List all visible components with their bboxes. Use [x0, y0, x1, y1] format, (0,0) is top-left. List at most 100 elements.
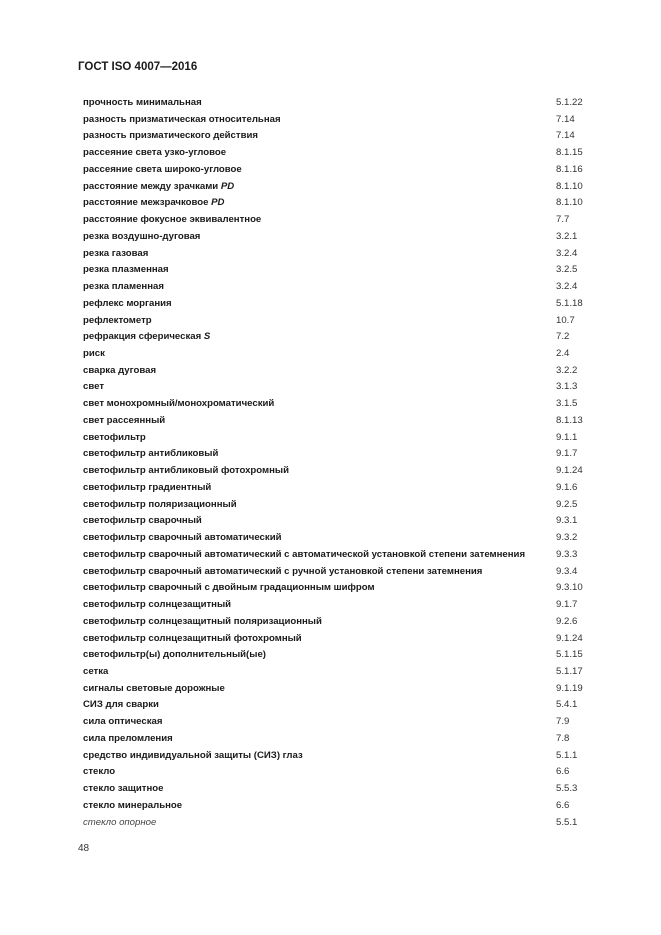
- index-term: светофильтр сварочный автоматический с р…: [83, 566, 482, 577]
- term-text: сварка дуговая: [83, 364, 157, 376]
- index-reference: 8.1.15: [556, 147, 583, 159]
- index-reference: 7.2: [556, 331, 570, 343]
- index-entry: сила оптическая 7.9: [83, 714, 603, 731]
- index-reference: 8.1.16: [556, 163, 583, 175]
- index-entry: свет 3.1.3: [83, 379, 603, 396]
- term-text: прочность минимальная: [83, 97, 202, 108]
- index-term: сетка: [83, 666, 108, 677]
- index-reference: 9.2.5: [556, 498, 578, 510]
- index-entry: разность призматическая относительная 7.1…: [83, 112, 603, 129]
- index-term: светофильтр градиентный: [83, 482, 211, 493]
- index-entry: сигналы световые дорожные 9.1.19: [83, 681, 603, 698]
- index-entry: стекло опорное 5.5.1: [83, 815, 603, 832]
- index-reference: 9.3.2: [556, 532, 578, 544]
- index-term: СИЗ для сварки: [83, 699, 159, 710]
- index-reference: 9.1.19: [556, 682, 583, 694]
- index-reference: 8.1.13: [556, 414, 583, 426]
- index-reference: 3.2.1: [556, 230, 578, 242]
- index-term: светофильтр солнцезащитный: [83, 599, 231, 610]
- index-term: резка плазменная: [83, 264, 169, 275]
- index-reference: 8.1.10: [556, 197, 583, 209]
- index-term: разность призматическая относительная: [83, 114, 281, 125]
- term-text: резка воздушно-дуговая: [83, 230, 201, 242]
- index-term: стекло минеральное: [83, 800, 182, 811]
- index-term: стекло защитное: [83, 783, 163, 794]
- index-entry: светофильтр антибликовый 9.1.7: [83, 446, 603, 463]
- index-entry: стекло 6.6: [83, 764, 603, 781]
- term-text: рассеяние света узко-угловое: [83, 147, 227, 159]
- term-symbol: PD: [220, 180, 235, 192]
- index-entry: светофильтр солнцезащитный поляризационн…: [83, 614, 603, 631]
- index-reference: 5.5.1: [556, 816, 578, 828]
- index-reference: 5.4.1: [556, 699, 578, 711]
- index-entry: светофильтр сварочный автоматический с р…: [83, 564, 603, 581]
- term-text: сигналы световые дорожные: [83, 682, 225, 694]
- index-reference: 3.1.5: [556, 398, 578, 410]
- index-term: светофильтр сварочный автоматический: [83, 532, 281, 543]
- index-entry: рефлекс моргания 5.1.18: [83, 296, 603, 313]
- index-reference: 9.1.24: [556, 632, 583, 644]
- index-reference: 9.3.10: [556, 582, 583, 594]
- index-term: стекло: [83, 766, 115, 777]
- term-text: рефракция сферическая: [83, 331, 204, 343]
- term-text: светофильтр сварочный автоматический с а…: [83, 548, 526, 560]
- term-symbol: PD: [211, 197, 225, 209]
- index-term: светофильтр сварочный с двойным градацио…: [83, 582, 375, 593]
- index-reference: 7.14: [556, 130, 575, 142]
- term-text: светофильтр поляризационный: [83, 498, 237, 510]
- term-text: рассеяние света широко-угловое: [83, 163, 242, 175]
- term-text: расстояние межзрачковое: [83, 197, 212, 209]
- document-header: ГОСТ ISO 4007—2016: [78, 61, 198, 73]
- term-text: СИЗ для сварки: [83, 699, 159, 711]
- index-entry: светофильтр антибликовый фотохромный 9.1.…: [83, 463, 603, 480]
- index-entry: резка плазменная 3.2.5: [83, 262, 603, 279]
- index-term: сигналы световые дорожные: [83, 683, 225, 694]
- term-text: разность призматического действия: [83, 130, 258, 142]
- term-text: светофильтр сварочный: [83, 515, 202, 527]
- index-term: разность призматического действия: [83, 130, 258, 141]
- index-entry: сила преломления 7.8: [83, 731, 603, 748]
- index-term: светофильтр поляризационный: [83, 499, 237, 510]
- index-entry: стекло защитное 5.5.3: [83, 781, 603, 798]
- term-text: стекло защитное: [83, 783, 164, 795]
- term-text: светофильтр сварочный автоматический с р…: [83, 565, 483, 577]
- page-number: 48: [78, 843, 90, 854]
- index-term: стекло опорное: [83, 817, 156, 828]
- index-entry: светофильтр сварочный с двойным градацио…: [83, 580, 603, 597]
- index-term: расстояние межзрачковое PD: [83, 197, 224, 208]
- index-term: расстояние между зрачками PD: [83, 181, 234, 192]
- index-entry: светофильтр градиентный 9.1.6: [83, 480, 603, 497]
- term-text: резка плазменная: [83, 264, 169, 276]
- index-term: свет монохромный/монохроматический: [83, 398, 274, 409]
- term-text: резка газовая: [83, 247, 149, 259]
- term-text: рефлекс моргания: [83, 297, 172, 309]
- index-entry: светофильтр поляризационный 9.2.5: [83, 497, 603, 514]
- index-reference: 5.1.15: [556, 649, 583, 661]
- index-term: светофильтр солнцезащитный фотохромный: [83, 633, 302, 644]
- index-reference: 3.2.4: [556, 247, 578, 259]
- index-entry: светофильтр сварочный автоматический с а…: [83, 547, 603, 564]
- index-term: рефракция сферическая S: [83, 331, 210, 342]
- index-reference: 7.7: [556, 214, 570, 226]
- term-text: стекло опорное: [83, 816, 157, 828]
- index-term: риск: [83, 348, 105, 359]
- index-list: прочность минимальная 5.1.22 разность приз…: [83, 95, 603, 831]
- index-entry: светофильтр сварочный 9.3.1: [83, 513, 603, 530]
- index-term: расстояние фокусное эквивалентное: [83, 214, 261, 225]
- index-term: светофильтр сварочный автоматический с а…: [83, 549, 525, 560]
- index-entry: разность призматического действия 7.14: [83, 128, 603, 145]
- term-text: светофильтр антибликовый фотохромный: [83, 465, 290, 477]
- term-text: свет рассеянный: [83, 414, 166, 426]
- index-entry: расстояние межзрачковое PD 8.1.10: [83, 195, 603, 212]
- term-text: светофильтр антибликовый: [83, 448, 219, 460]
- index-term: светофильтр(ы) дополнительный(ые): [83, 649, 266, 660]
- index-term: рассеяние света широко-угловое: [83, 164, 242, 175]
- index-reference: 5.1.1: [556, 749, 578, 761]
- index-entry: рассеяние света узко-угловое 8.1.15: [83, 145, 603, 162]
- term-text: сетка: [83, 665, 109, 677]
- term-symbol: S: [203, 331, 211, 343]
- index-reference: 5.5.3: [556, 783, 578, 795]
- index-reference: 9.1.6: [556, 481, 578, 493]
- index-reference: 2.4: [556, 348, 570, 360]
- index-term: светофильтр антибликовый: [83, 448, 218, 459]
